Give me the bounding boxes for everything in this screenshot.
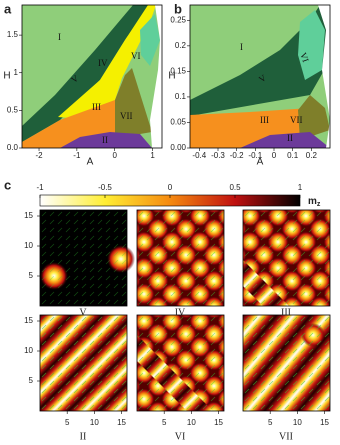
panel-label: b <box>174 1 182 16</box>
colorbar-label: mz <box>308 196 321 208</box>
x-tick-label: 1 <box>150 151 155 160</box>
colorbar-tick-label: 0 <box>168 183 173 192</box>
region-label: II <box>102 135 108 145</box>
y-tick-label: 0.1 <box>175 92 187 101</box>
region-label: III <box>260 115 269 125</box>
region-label: VII <box>120 111 133 121</box>
colorbar-label-main: m <box>308 196 317 207</box>
plot-frame <box>21 4 163 149</box>
x-tick-label: 15 <box>214 418 223 427</box>
snapshot <box>243 315 330 411</box>
colorbar-tick-label: -0.5 <box>98 183 112 192</box>
snapshot-label: IV <box>175 307 186 318</box>
plot-frame <box>39 209 128 307</box>
y-tick-label: 1.5 <box>7 30 19 39</box>
y-tick-label: 0.25 <box>170 15 186 24</box>
x-tick-label: 10 <box>187 418 196 427</box>
x-axis-label: A <box>87 157 94 168</box>
panel-label: a <box>4 1 12 16</box>
region-label: VI <box>131 51 141 61</box>
x-tick-label: 0 <box>112 151 117 160</box>
snapshot-label: III <box>281 307 291 318</box>
x-tick-label: 15 <box>117 418 126 427</box>
phase-diagram-b <box>190 5 330 148</box>
plot-frame <box>242 209 331 307</box>
y-tick-label: 1 <box>14 68 19 77</box>
x-tick-label: 0.1 <box>287 151 299 160</box>
y-tick-label: 10 <box>24 241 33 250</box>
snapshot <box>137 210 224 306</box>
phase-diagram-a <box>22 5 162 148</box>
x-tick-label: 5 <box>268 418 273 427</box>
region-label: I <box>240 42 243 52</box>
y-tick-label: 0.2 <box>175 41 187 50</box>
plot-frame <box>242 314 331 412</box>
snapshot <box>40 210 135 306</box>
region-label: V <box>69 73 80 85</box>
y-tick-label: 10 <box>24 346 33 355</box>
x-tick-label: 10 <box>90 418 99 427</box>
x-tick-label: -2 <box>35 151 43 160</box>
plot-frame <box>136 314 225 412</box>
x-tick-label: -0.3 <box>211 151 225 160</box>
x-tick-label: 15 <box>320 418 329 427</box>
colorbar-tick-label: -1 <box>36 183 44 192</box>
snapshot <box>137 315 224 411</box>
y-tick-label: 0.0 <box>7 143 19 152</box>
snapshot-label: VI <box>175 431 186 442</box>
snapshot-label: V <box>79 307 87 318</box>
y-tick-label: 5 <box>29 271 34 280</box>
y-axis-label: H <box>168 71 175 82</box>
colorbar-label-sub: z <box>317 201 321 208</box>
y-tick-label: 5 <box>29 376 34 385</box>
x-tick-label: -0.2 <box>230 151 244 160</box>
snapshot-label: II <box>80 431 87 442</box>
x-tick-label: 10 <box>293 418 302 427</box>
region-label: I <box>58 32 61 42</box>
x-tick-label: -0.1 <box>248 151 262 160</box>
x-tick-label: 5 <box>162 418 167 427</box>
y-tick-label: 0.00 <box>170 143 186 152</box>
region-label: IV <box>98 58 108 68</box>
y-tick-label: 15 <box>24 211 33 220</box>
x-tick-label: 0 <box>272 151 277 160</box>
x-tick-label: -1 <box>73 151 81 160</box>
x-tick-label: 5 <box>65 418 70 427</box>
colorbar-tick-label: 0.5 <box>229 183 241 192</box>
y-tick-label: 0.5 <box>7 105 19 114</box>
plot-frame <box>189 4 331 149</box>
region-label: VII <box>290 115 303 125</box>
x-tick-label: -0.4 <box>192 151 206 160</box>
y-tick-label: 0.05 <box>170 118 186 127</box>
region-label: VI <box>298 51 311 63</box>
region-label: III <box>92 102 101 112</box>
panel-label: c <box>4 177 11 192</box>
region-label: II <box>287 133 293 143</box>
y-tick-label: 0.15 <box>170 67 186 76</box>
x-tick-label: 0.2 <box>306 151 318 160</box>
region-label: V <box>257 72 268 84</box>
snapshot <box>40 315 127 411</box>
y-tick-label: 15 <box>24 316 33 325</box>
plot-frame <box>136 209 225 307</box>
x-axis-label: A <box>257 157 264 168</box>
snapshot <box>243 210 330 306</box>
colorbar-tick-label: 1 <box>298 183 303 192</box>
snapshot-label: VII <box>279 431 293 442</box>
y-axis-label: H <box>3 71 10 82</box>
plot-frame <box>39 314 128 412</box>
